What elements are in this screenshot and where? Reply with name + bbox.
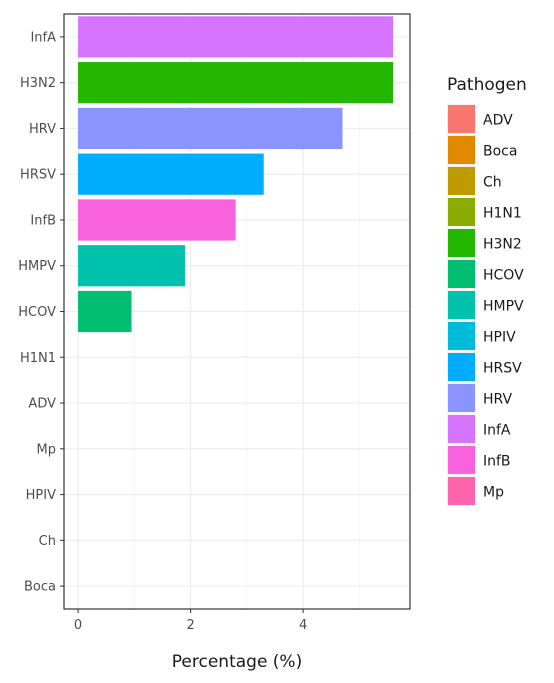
legend-label: InfA <box>483 423 511 439</box>
x-axis-title: Percentage (%) <box>172 652 302 672</box>
legend-label: HPIV <box>483 330 516 346</box>
y-tick-label: InfA <box>30 30 56 45</box>
legend-key-infa <box>448 415 475 443</box>
legend-label: HRSV <box>483 361 522 377</box>
y-tick-label: H1N1 <box>20 351 56 366</box>
legend-label: ADV <box>483 113 513 129</box>
legend-label: H3N2 <box>483 237 522 253</box>
legend: Pathogen ADV Boca Ch H1N1 H3N2 HCOV HMPV HPIV HR… <box>447 75 527 506</box>
legend-label: Ch <box>483 175 502 191</box>
bar-hrsv <box>78 153 264 195</box>
legend-label: InfB <box>483 454 511 470</box>
legend-key-adv <box>448 105 475 133</box>
legend-key-hpiv <box>448 322 475 350</box>
y-tick-label: Ch <box>39 534 56 549</box>
legend-key-ch <box>448 167 475 195</box>
bar-hmpv <box>78 245 185 287</box>
legend-label: Boca <box>483 144 517 160</box>
legend-key-hrv <box>448 384 475 412</box>
y-tick-label: Mp <box>37 442 56 457</box>
legend-label: Mp <box>483 485 504 501</box>
y-tick-label: Boca <box>24 580 56 595</box>
y-tick-label: HRV <box>29 122 56 137</box>
legend-title: Pathogen <box>447 75 527 95</box>
legend-key-boca <box>448 136 475 164</box>
axes: Percentage (%) InfA H3N2 HRV HRSV InfB HMPV HC… <box>18 30 307 672</box>
legend-key-mp <box>448 477 475 505</box>
legend-key-hmpv <box>448 291 475 319</box>
legend-label: HRV <box>483 392 512 408</box>
y-tick-label: H3N2 <box>20 76 56 91</box>
y-tick-label: ADV <box>28 397 56 412</box>
legend-label: H1N1 <box>483 206 522 222</box>
y-tick-label: HMPV <box>18 259 56 274</box>
x-tick-label: 4 <box>299 618 307 633</box>
legend-key-h1n1 <box>448 198 475 226</box>
y-tick-label: HCOV <box>18 305 56 320</box>
bar-h3n2 <box>78 62 394 104</box>
bar-infa <box>78 16 394 58</box>
x-tick-label: 2 <box>186 618 194 633</box>
x-tick-label: 0 <box>74 618 82 633</box>
bar-infb <box>78 199 236 241</box>
legend-key-infb <box>448 446 475 474</box>
legend-label: HCOV <box>483 268 524 284</box>
legend-key-hrsv <box>448 353 475 381</box>
legend-key-h3n2 <box>448 229 475 257</box>
plot-area <box>63 13 411 610</box>
bar-hrv <box>78 107 343 150</box>
y-tick-label: InfB <box>30 213 56 228</box>
y-tick-label: HRSV <box>20 168 56 183</box>
legend-key-hcov <box>448 260 475 288</box>
legend-label: HMPV <box>483 299 524 315</box>
bar-hcov <box>78 290 132 333</box>
y-tick-label: HPIV <box>26 488 56 503</box>
